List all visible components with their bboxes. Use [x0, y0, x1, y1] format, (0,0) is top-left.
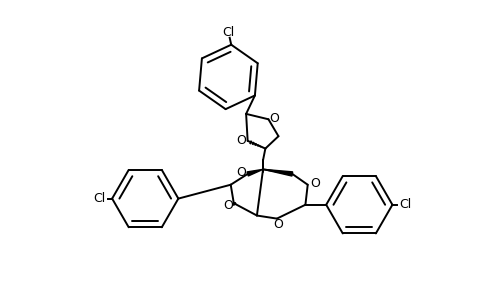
Text: O: O [223, 199, 233, 212]
Text: Cl: Cl [222, 26, 234, 39]
Text: O: O [270, 112, 280, 125]
Text: O: O [274, 218, 283, 231]
Text: Cl: Cl [399, 198, 412, 211]
Text: O: O [311, 177, 320, 190]
Text: Cl: Cl [93, 192, 105, 205]
Text: O: O [237, 134, 246, 147]
Text: O: O [236, 166, 246, 179]
Polygon shape [247, 169, 263, 176]
Polygon shape [263, 169, 293, 176]
